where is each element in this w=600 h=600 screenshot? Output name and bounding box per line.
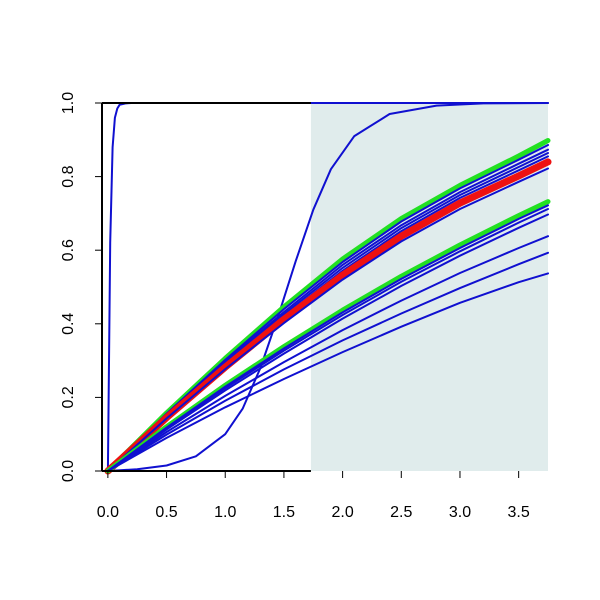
series-line-12-blue	[106, 208, 549, 472]
x-tick-label: 2.5	[390, 504, 412, 521]
x-tick-label: 0.0	[97, 504, 119, 521]
series-line-15-blue	[106, 251, 549, 472]
series-layer	[104, 102, 552, 475]
x-tick-label: 1.5	[273, 504, 295, 521]
series-line-9-blue	[106, 167, 549, 472]
y-tick-label: 1.0	[60, 92, 77, 114]
x-tick-label: 0.5	[155, 504, 177, 521]
x-tick-label: 1.0	[214, 504, 236, 521]
series-line-2-blue	[106, 102, 549, 472]
series-line-16-blue	[106, 272, 549, 472]
x-axis-ticks: 0.0 0.5 1.0 1.5 2.0 2.5 3.0 3.5	[97, 471, 530, 521]
y-tick-label: 0.6	[60, 239, 77, 261]
x-tick-label: 3.0	[449, 504, 471, 521]
series-line-14-blue	[106, 235, 549, 472]
y-tick-label: 0.4	[60, 313, 77, 335]
series-line-13-blue	[106, 213, 549, 472]
x-tick-label: 2.0	[331, 504, 353, 521]
x-tick-label: 3.5	[508, 504, 530, 521]
y-axis-ticks: 0.0 0.2 0.4 0.6 0.8 1.0	[60, 92, 102, 482]
axes	[101, 102, 311, 472]
y-tick-label: 0.2	[60, 386, 77, 408]
y-tick-label: 0.0	[60, 460, 77, 482]
y-tick-label: 0.8	[60, 165, 77, 187]
